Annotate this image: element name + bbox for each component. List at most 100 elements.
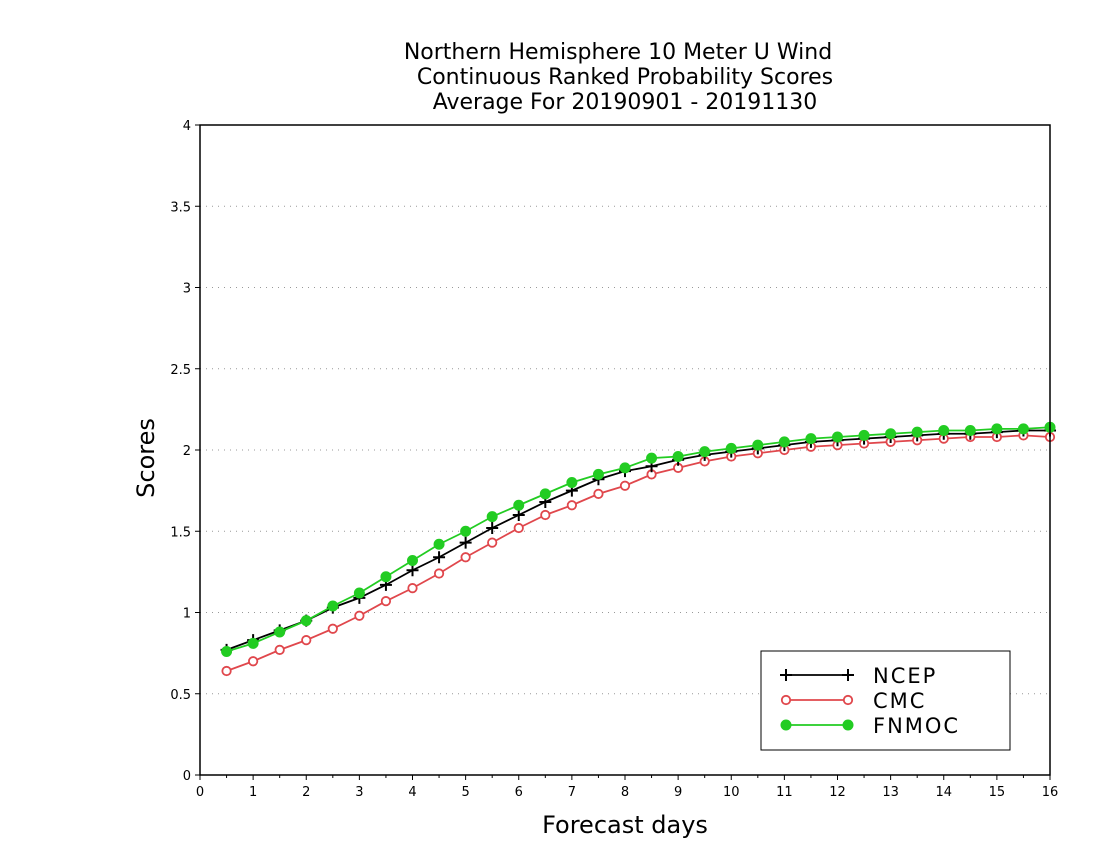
x-tick-label: 4 <box>408 785 416 800</box>
legend-marker-fnmoc <box>780 719 792 731</box>
y-tick-label: 1.5 <box>170 525 191 540</box>
data-point-cmc <box>566 500 577 511</box>
x-tick-label: 1 <box>249 785 257 800</box>
data-point-fnmoc <box>221 646 233 657</box>
data-point-fnmoc <box>725 442 737 454</box>
data-point-cmc <box>221 665 232 677</box>
legend-label-fnmoc: FNMOC <box>873 714 960 738</box>
data-point-fnmoc <box>486 511 498 523</box>
x-tick-label: 7 <box>568 785 576 800</box>
data-point-fnmoc <box>460 525 472 537</box>
x-tick-label: 14 <box>935 785 952 800</box>
plot-frame <box>199 124 1051 776</box>
y-tick-label: 0 <box>183 769 191 784</box>
data-point-ncep <box>486 522 499 534</box>
legend-marker-cmc <box>780 694 792 706</box>
data-point-fnmoc <box>300 615 312 627</box>
y-tick-label: 4 <box>183 119 191 134</box>
data-point-cmc <box>327 623 338 634</box>
data-point-fnmoc <box>858 429 870 441</box>
x-tick-label: 16 <box>1042 785 1059 800</box>
data-point-fnmoc <box>353 587 365 599</box>
data-series <box>220 421 1056 677</box>
axis-ticks: 00.511.522.533.540 1 2 3 4 5 6 7 8 9 10 11 12 13 14 15 1… <box>170 119 1058 800</box>
x-tick-label: 6 <box>515 785 523 800</box>
data-point-fnmoc <box>964 425 976 436</box>
data-point-fnmoc <box>646 452 658 464</box>
y-tick-label: 2 <box>183 444 191 459</box>
data-point-fnmoc <box>592 468 604 480</box>
legend-label-cmc: CMC <box>873 689 926 713</box>
data-point-cmc <box>274 644 285 655</box>
data-point-fnmoc <box>885 428 897 440</box>
data-point-ncep <box>459 536 472 549</box>
data-point-cmc <box>513 522 524 534</box>
data-point-fnmoc <box>619 462 631 474</box>
data-point-fnmoc <box>433 538 445 550</box>
data-point-fnmoc <box>380 571 392 583</box>
chart-title-line-2: Continuous Ranked Probability Scores <box>417 65 833 90</box>
legend-marker-ncep <box>842 669 854 681</box>
data-point-fnmoc <box>699 446 711 458</box>
x-tick-label: 11 <box>776 785 793 800</box>
data-point-fnmoc <box>513 499 525 511</box>
data-point-fnmoc <box>247 637 259 649</box>
x-tick-label: 10 <box>723 785 740 800</box>
series-line-fnmoc <box>226 426 1051 653</box>
data-point-cmc <box>407 583 418 594</box>
y-tick-label: 3 <box>183 282 191 297</box>
data-point-cmc <box>460 552 471 563</box>
data-point-fnmoc <box>911 426 923 438</box>
y-axis-label: Scores <box>132 418 160 498</box>
data-point-cmc <box>593 488 604 499</box>
legend-marker-fnmoc <box>842 719 854 731</box>
data-point-fnmoc <box>805 433 817 445</box>
data-point-ncep <box>433 551 446 564</box>
data-point-fnmoc <box>327 600 339 612</box>
x-tick-label: 0 <box>196 785 204 800</box>
data-point-cmc <box>248 656 259 667</box>
data-point-cmc <box>301 635 312 646</box>
data-point-fnmoc <box>274 626 286 638</box>
x-tick-label: 12 <box>829 785 846 800</box>
series-line-cmc <box>226 434 1051 672</box>
data-point-cmc <box>354 610 365 621</box>
data-point-fnmoc <box>672 451 684 462</box>
chart-title-line-3: Average For 20190901 - 20191130 <box>433 90 818 115</box>
chart-title-line-1: Northern Hemisphere 10 Meter U Wind <box>404 40 832 65</box>
x-tick-label: 5 <box>461 785 469 800</box>
x-tick-label: 2 <box>302 785 310 800</box>
data-point-fnmoc <box>938 425 950 436</box>
data-point-cmc <box>380 596 392 607</box>
data-point-fnmoc <box>566 477 578 488</box>
x-tick-label: 8 <box>621 785 629 800</box>
data-point-cmc <box>619 480 631 491</box>
data-point-cmc <box>487 537 498 548</box>
data-point-fnmoc <box>991 423 1003 435</box>
legend-label-ncep: NCEP <box>873 664 937 688</box>
data-point-ncep <box>406 564 419 577</box>
x-tick-label: 15 <box>989 785 1006 800</box>
data-point-ncep <box>512 509 525 521</box>
data-point-fnmoc <box>752 439 764 451</box>
data-point-fnmoc <box>1017 423 1029 435</box>
gridlines <box>200 205 1050 695</box>
legend-marker-ncep <box>780 669 792 681</box>
x-tick-label: 13 <box>882 785 899 800</box>
data-point-fnmoc <box>407 555 418 566</box>
data-point-fnmoc <box>778 436 790 448</box>
y-tick-label: 0.5 <box>170 688 191 703</box>
y-tick-label: 3.5 <box>170 200 191 215</box>
data-point-cmc <box>540 509 551 521</box>
x-axis-label: Forecast days <box>542 811 708 839</box>
data-point-fnmoc <box>832 431 843 443</box>
y-tick-label: 2.5 <box>170 363 191 378</box>
y-tick-label: 1 <box>183 607 191 622</box>
legend-marker-cmc <box>842 694 854 706</box>
x-tick-label: 3 <box>355 785 363 800</box>
x-tick-label: 9 <box>674 785 682 800</box>
data-point-fnmoc <box>539 488 551 500</box>
data-point-cmc <box>433 568 445 579</box>
